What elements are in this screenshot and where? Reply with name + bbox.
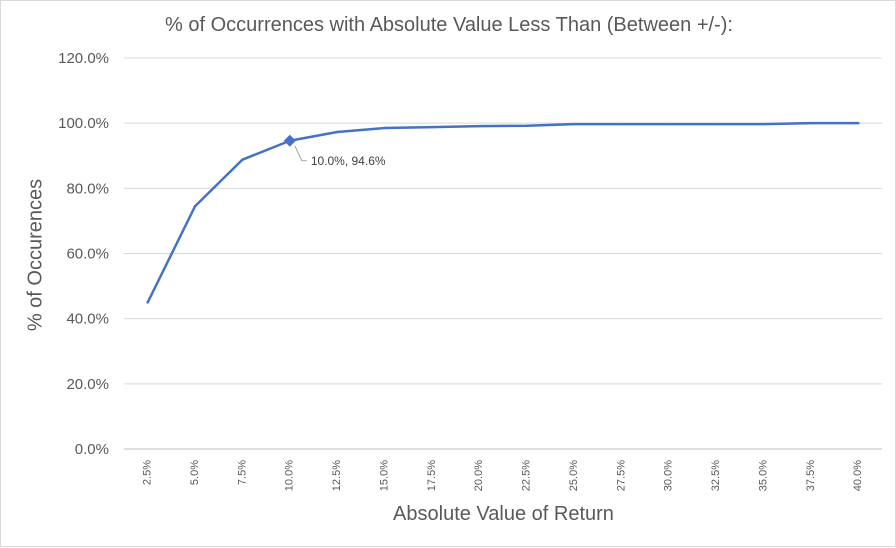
- data-point: [667, 122, 671, 126]
- data-point: [762, 122, 765, 126]
- y-tick-label: 80.0%: [66, 180, 109, 197]
- x-tick-label: 27.5%: [615, 460, 627, 491]
- data-point: [857, 121, 860, 125]
- y-tick-label: 100.0%: [58, 115, 109, 132]
- chart-title: % of Occurrences with Absolute Value Les…: [165, 14, 733, 36]
- data-point: [572, 122, 576, 126]
- annotation-leader-line: [294, 145, 307, 162]
- x-tick-label: 17.5%: [426, 460, 438, 491]
- data-point: [193, 205, 197, 208]
- data-point: [809, 121, 813, 125]
- data-label: 10.0%, 94.6%: [311, 154, 386, 168]
- highlight-marker: [283, 134, 296, 147]
- y-tick-label: 60.0%: [66, 246, 109, 263]
- x-tick-label: 5.0%: [189, 460, 201, 485]
- x-tick-label: 40.0%: [852, 460, 864, 491]
- y-tick-label: 20.0%: [66, 376, 109, 393]
- x-tick-label: 2.5%: [142, 460, 154, 485]
- y-tick-label: 120.0%: [58, 50, 109, 67]
- data-point: [525, 124, 528, 127]
- x-tick-label: 37.5%: [805, 460, 817, 491]
- data-point: [478, 124, 481, 128]
- series-line: [146, 121, 860, 304]
- y-tick-label: 0.0%: [75, 441, 109, 458]
- x-tick-label: 7.5%: [236, 460, 248, 485]
- x-tick-label: 12.5%: [331, 460, 343, 491]
- data-point: [335, 130, 339, 134]
- data-point: [241, 158, 244, 161]
- data-point: [430, 125, 434, 129]
- data-point: [714, 122, 718, 126]
- x-tick-label: 22.5%: [521, 460, 533, 491]
- x-tick-label: 10.0%: [284, 460, 296, 491]
- data-point: [620, 122, 623, 126]
- x-tick-label: 20.0%: [473, 460, 485, 491]
- x-tick-label: 35.0%: [757, 460, 769, 491]
- x-tick-label: 25.0%: [568, 460, 580, 491]
- x-tick-label: 15.0%: [378, 460, 390, 491]
- data-point: [146, 301, 149, 304]
- x-axis-label: Absolute Value of Return: [393, 503, 614, 525]
- data-point: [383, 126, 386, 130]
- x-tick-label: 32.5%: [710, 460, 722, 491]
- y-tick-label: 40.0%: [66, 311, 109, 328]
- x-tick-label: 30.0%: [663, 460, 675, 491]
